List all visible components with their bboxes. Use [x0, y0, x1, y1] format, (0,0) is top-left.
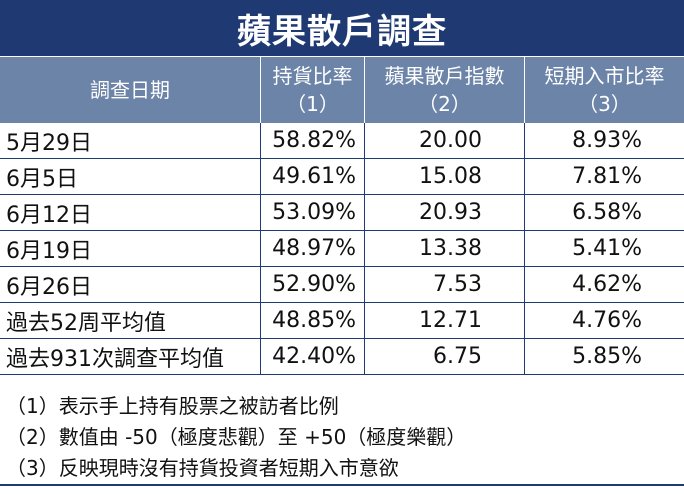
table-row: 6月19日 48.97% 13.38 5.41%	[0, 231, 684, 267]
header-index: 蘋果散戶指數 （2）	[364, 57, 524, 123]
header-entry-label: 短期入市比率	[544, 64, 665, 88]
table-title: 蘋果散戶調查	[0, 0, 684, 56]
header-entry: 短期入市比率 （3）	[524, 57, 684, 123]
cell-entry: 7.81%	[524, 159, 684, 194]
cell-holding: 52.90%	[260, 267, 364, 302]
cell-holding: 42.40%	[260, 339, 364, 374]
cell-index: 12.71	[364, 303, 524, 338]
cell-index: 7.53	[364, 267, 524, 302]
header-date-label: 調查日期	[90, 78, 170, 102]
cell-date: 過去931次調查平均值	[6, 346, 224, 372]
cell-index: 6.75	[364, 339, 524, 374]
table-row: 6月5日 49.61% 15.08 7.81%	[0, 159, 684, 195]
cell-entry: 8.93%	[524, 123, 684, 158]
cell-entry: 5.85%	[524, 339, 684, 374]
footnote-3: （3）反映現時沒有持貨投資者短期入市意欲	[6, 456, 399, 480]
cell-index: 20.00	[364, 123, 524, 158]
cell-holding: 48.97%	[260, 231, 364, 266]
header-row: 調查日期 持貨比率 （1） 蘋果散戶指數 （2） 短期入市比率 （3）	[0, 57, 684, 123]
footnote-1: （1）表示手上持有股票之被訪者比例	[6, 394, 339, 418]
cell-entry: 5.41%	[524, 231, 684, 266]
cell-index: 13.38	[364, 231, 524, 266]
cell-date: 6月19日	[6, 238, 92, 264]
cell-entry: 6.58%	[524, 195, 684, 230]
table-row: 5月29日 58.82% 20.00 8.93%	[0, 123, 684, 159]
cell-date: 6月12日	[6, 202, 92, 228]
header-index-label: 蘋果散戶指數	[384, 64, 505, 88]
cell-index: 15.08	[364, 159, 524, 194]
table-row: 6月26日 52.90% 7.53 4.62%	[0, 267, 684, 303]
cell-date: 5月29日	[6, 130, 92, 156]
cell-date: 過去52周平均值	[6, 310, 166, 336]
header-holding: 持貨比率 （1）	[260, 57, 364, 123]
footnote-2: （2）數值由 -50（極度悲觀）至 +50（極度樂觀）	[6, 425, 467, 449]
cell-date: 6月5日	[6, 166, 78, 192]
header-index-note: （2）	[418, 92, 471, 116]
table-row: 過去931次調查平均值 42.40% 6.75 5.85%	[0, 339, 684, 375]
header-holding-label: 持貨比率	[272, 64, 353, 88]
cell-holding: 58.82%	[260, 123, 364, 158]
table-row: 過去52周平均值 48.85% 12.71 4.76%	[0, 303, 684, 339]
cell-holding: 48.85%	[260, 303, 364, 338]
header-holding-note: （1）	[286, 92, 339, 116]
cell-entry: 4.62%	[524, 267, 684, 302]
header-date: 調查日期	[0, 57, 260, 123]
header-entry-note: （3）	[578, 92, 631, 116]
cell-holding: 49.61%	[260, 159, 364, 194]
bottom-divider	[0, 484, 684, 486]
cell-holding: 53.09%	[260, 195, 364, 230]
cell-date: 6月26日	[6, 274, 92, 300]
cell-index: 20.93	[364, 195, 524, 230]
cell-entry: 4.76%	[524, 303, 684, 338]
table-row: 6月12日 53.09% 20.93 6.58%	[0, 195, 684, 231]
